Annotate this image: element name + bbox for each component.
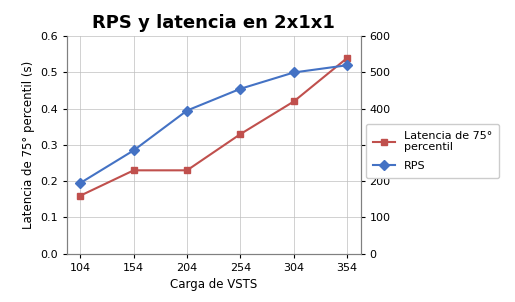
Line: Latencia de 75°
percentil: Latencia de 75° percentil xyxy=(77,55,351,199)
X-axis label: Carga de VSTS: Carga de VSTS xyxy=(170,278,258,291)
RPS xyxy=(344,63,350,67)
Latencia de 75°
percentil xyxy=(131,169,137,172)
RPS xyxy=(77,181,83,185)
Line: RPS: RPS xyxy=(77,62,351,186)
Y-axis label: Latencia de 75° percentil (s): Latencia de 75° percentil (s) xyxy=(22,61,35,229)
Latencia de 75°
percentil xyxy=(344,56,350,60)
Title: RPS y latencia en 2x1x1: RPS y latencia en 2x1x1 xyxy=(92,14,335,32)
RPS xyxy=(237,87,244,91)
Latencia de 75°
percentil xyxy=(290,100,297,103)
Latencia de 75°
percentil xyxy=(237,132,244,136)
RPS xyxy=(131,149,137,152)
Latencia de 75°
percentil xyxy=(77,194,83,198)
RPS xyxy=(290,71,297,74)
Legend: Latencia de 75°
percentil, RPS: Latencia de 75° percentil, RPS xyxy=(366,124,499,178)
RPS xyxy=(184,109,190,112)
Y-axis label: RPS: RPS xyxy=(394,134,407,156)
Latencia de 75°
percentil xyxy=(184,169,190,172)
